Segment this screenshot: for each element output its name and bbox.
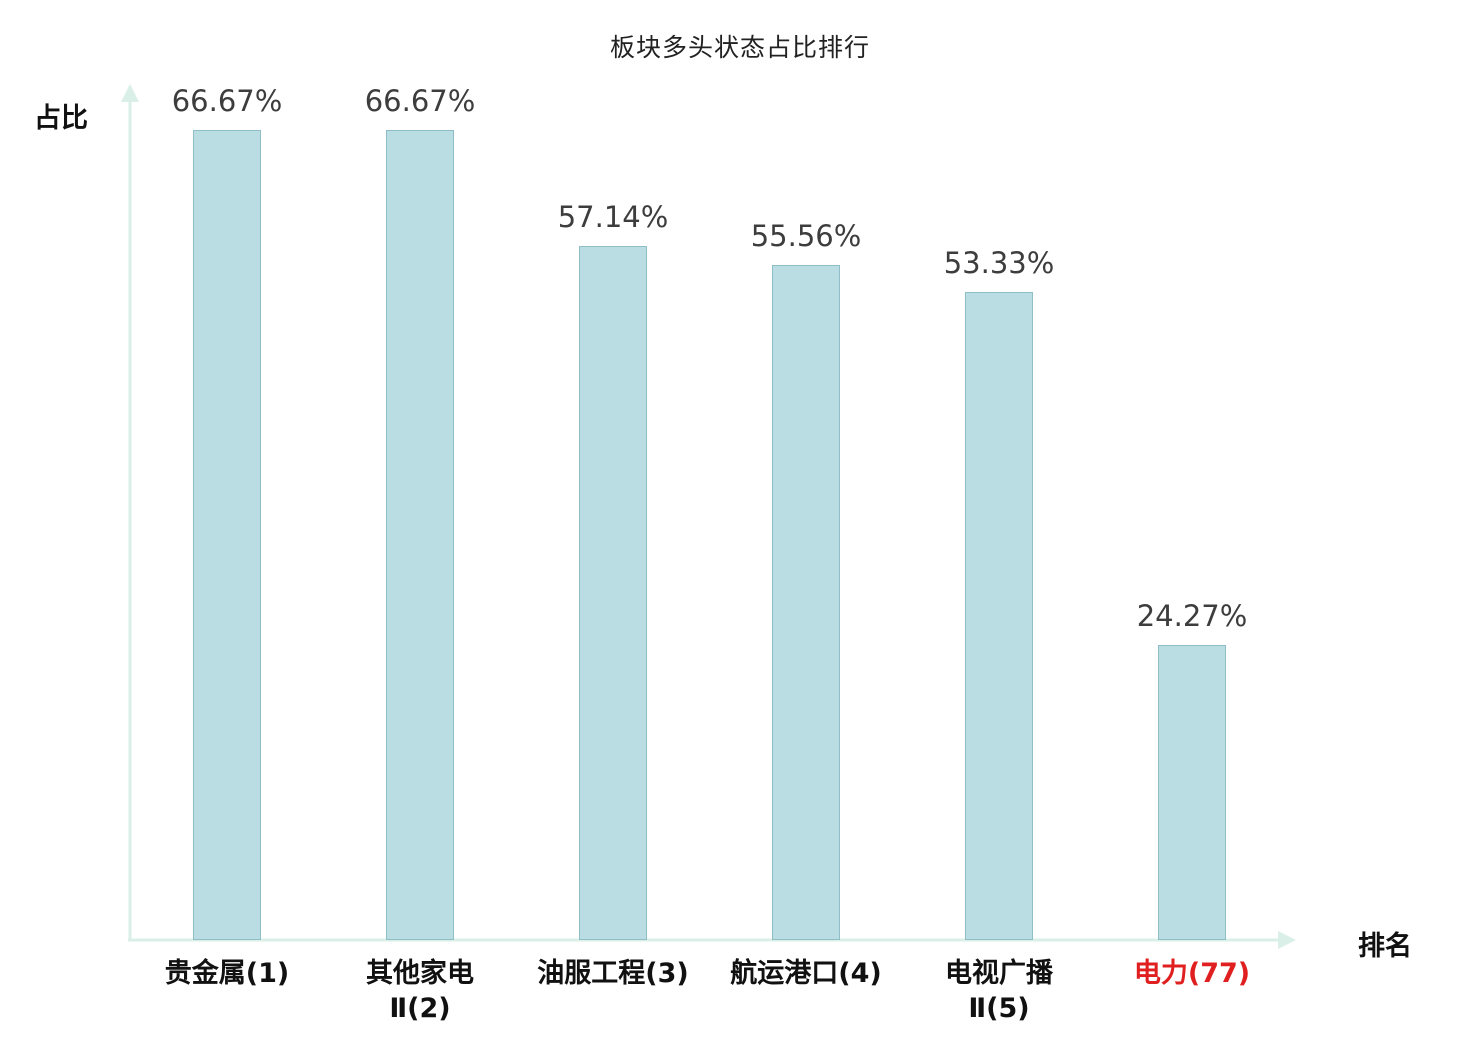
bar-category-label-line: Ⅱ(5) (968, 993, 1030, 1025)
bar-category-label-3: 航运港口(4) (676, 956, 936, 991)
x-axis-arrow-icon (1278, 931, 1296, 949)
bar-category-label-line: 航运港口(4) (730, 958, 882, 989)
bar-value-label-0: 66.67% (171, 84, 283, 118)
x-axis-label: 排名 (1358, 931, 1412, 962)
y-axis-label: 占比 (34, 103, 88, 134)
bar-1 (386, 130, 454, 940)
bar-0 (193, 130, 261, 940)
chart-title: 板块多头状态占比排行 (609, 33, 870, 62)
bar-category-label-line: 其他家电 (366, 958, 474, 989)
bar-category-label-4: 电视广播 Ⅱ(5) (869, 956, 1129, 1026)
bar-category-label-line: 贵金属(1) (164, 958, 290, 989)
bar-3 (772, 265, 840, 940)
bar-category-label-5: 电力(77) (1062, 956, 1322, 991)
bar-category-label-line: Ⅱ(2) (389, 993, 451, 1025)
bar-category-label-2: 油服工程(3) (483, 956, 743, 991)
bar-category-label-0: 贵金属(1) (97, 956, 357, 991)
bar-category-label-1: 其他家电 Ⅱ(2) (290, 956, 550, 1026)
bar-4 (965, 292, 1033, 940)
bar-category-label-line: 油服工程(3) (537, 958, 689, 989)
bar-value-label-3: 55.56% (750, 219, 862, 253)
bar-value-label-1: 66.67% (364, 84, 476, 118)
bar-2 (579, 246, 647, 940)
bar-category-label-line: 电视广播 (945, 958, 1053, 989)
bar-value-label-2: 57.14% (557, 200, 669, 234)
bar-value-label-4: 53.33% (943, 246, 1055, 280)
bar-5 (1158, 645, 1226, 940)
bar-category-label-line: 电力(77) (1133, 958, 1251, 989)
bar-value-label-5: 24.27% (1136, 599, 1248, 633)
